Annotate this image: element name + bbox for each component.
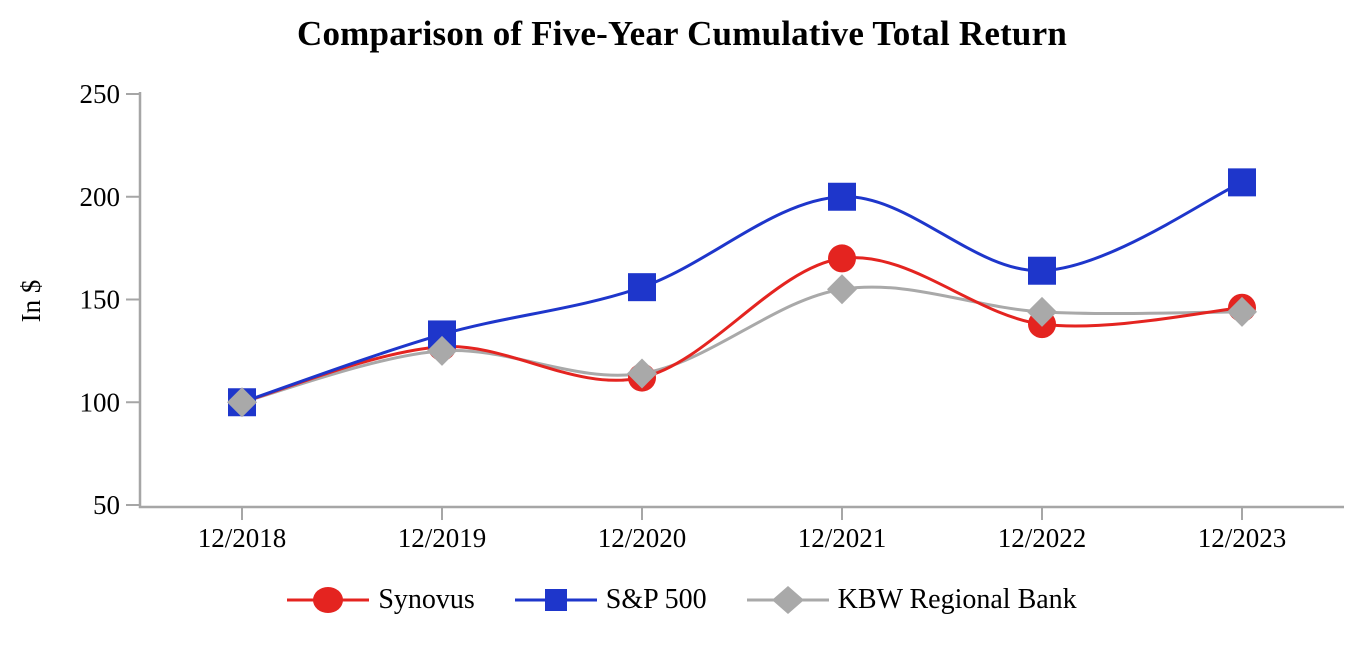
legend: Synovus S&P 500 KBW Regional Bank bbox=[0, 578, 1364, 622]
series-line-kbw-regional-bank bbox=[241, 285, 1243, 404]
marker-s-p-500-4 bbox=[1028, 256, 1056, 285]
legend-item-kbw-regional-bank: KBW Regional Bank bbox=[746, 583, 1077, 617]
legend-item-synovus: Synovus bbox=[287, 583, 475, 617]
y-tick-label: 50 bbox=[93, 490, 120, 520]
series-line-synovus bbox=[241, 256, 1243, 404]
marker-kbw-regional-bank-0 bbox=[227, 387, 257, 418]
legend-item-s-p-500: S&P 500 bbox=[514, 583, 707, 617]
legend-label: S&P 500 bbox=[605, 584, 707, 615]
x-tick-label: 12/2018 bbox=[198, 523, 287, 553]
axis-lines bbox=[138, 92, 1344, 509]
y-tick-label: 250 bbox=[80, 79, 121, 109]
chart-title: Comparison of Five-Year Cumulative Total… bbox=[297, 14, 1067, 53]
x-tick-label: 12/2022 bbox=[998, 523, 1087, 553]
marker-s-p-500-3 bbox=[828, 182, 856, 211]
marker-kbw-regional-bank-3 bbox=[827, 274, 857, 305]
y-axis-title: In $ bbox=[16, 280, 46, 323]
marker-kbw-regional-bank-1 bbox=[427, 335, 457, 366]
marker-kbw-regional-bank-4 bbox=[1027, 296, 1057, 327]
marker-s-p-500-2 bbox=[628, 273, 656, 302]
x-tick-label: 12/2019 bbox=[398, 523, 487, 553]
legend-label: Synovus bbox=[378, 584, 475, 615]
series-line-s-p-500 bbox=[241, 180, 1243, 404]
y-tick-label: 150 bbox=[80, 285, 121, 315]
marker-kbw-regional-bank-2 bbox=[627, 358, 657, 389]
synovus-circle-icon bbox=[287, 587, 370, 613]
marker-kbw-regional-bank-5 bbox=[1227, 296, 1257, 327]
marker-s-p-500-5 bbox=[1228, 168, 1256, 197]
marker-synovus-3 bbox=[828, 244, 856, 273]
kbw-regional-bank-diamond-icon bbox=[746, 586, 829, 614]
x-tick-label: 12/2023 bbox=[1198, 523, 1287, 553]
y-tick-label: 100 bbox=[80, 387, 121, 417]
y-tick-label: 200 bbox=[80, 182, 121, 212]
legend-label: KBW Regional Bank bbox=[837, 584, 1077, 615]
s-p-500-square-icon bbox=[514, 589, 597, 611]
x-tick-label: 12/2020 bbox=[598, 523, 687, 553]
x-tick-label: 12/2021 bbox=[798, 523, 887, 553]
